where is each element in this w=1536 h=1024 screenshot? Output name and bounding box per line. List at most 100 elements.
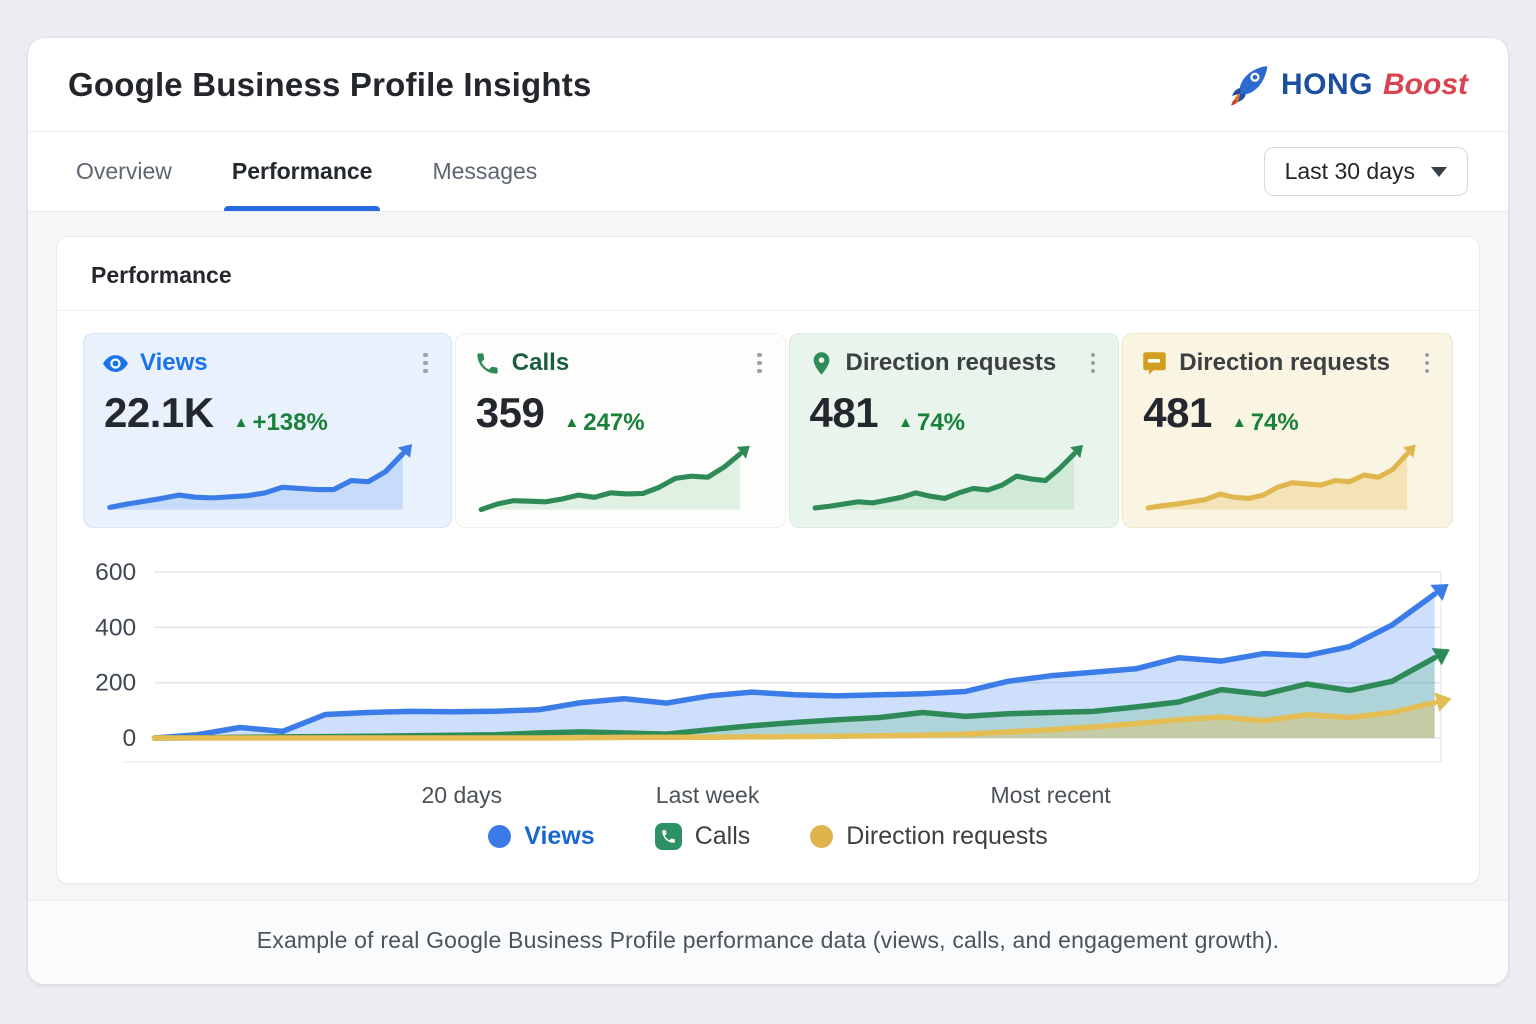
stat-value: 359 [475,389,545,436]
stat-delta: ▲ 247% [564,409,644,437]
stat-delta: ▲ 74% [898,409,965,437]
stat-card-header: Views [102,349,433,377]
legend-item-calls: Calls [654,822,751,851]
main-chart: 600 400 200 0 20 days Last week Most recent V… [57,544,1479,883]
sparkline-direction-requests [812,444,1083,511]
stat-card-views: Views 22.1K ▲ +138% [83,333,452,528]
y-tick-label: 0 [122,725,136,752]
calls-area [154,657,1435,738]
content-area: Performance Views 22.1K ▲ +138% Calls 359 ▲ 247… [28,212,1508,900]
direction-requests-spark-area [814,453,1074,510]
stat-card-direction-requests: Direction requests 481 ▲ 74% [1122,333,1453,528]
calls-spark-arrow [736,445,750,459]
sparkline-calls [478,445,750,513]
views-spark-line [107,451,406,510]
stat-value-row: 359 ▲ 247% [476,389,767,437]
views-line [151,591,1438,741]
stat-delta: ▲ 74% [1232,409,1299,437]
calls-arrow [1431,648,1450,666]
more-options-icon[interactable] [752,350,767,377]
stat-card-header: Direction requests [808,349,1101,377]
stat-delta: ▲ +138% [234,409,328,437]
stat-value-row: 481 ▲ 74% [1143,389,1434,437]
chart-legend: Views Calls Direction requests [87,814,1449,879]
up-triangle-icon: ▲ [564,414,580,431]
more-options-icon[interactable] [1420,350,1435,377]
stat-value: 22.1K [104,389,214,436]
direction-requests-spark-area [1148,453,1408,510]
chevron-down-icon [1431,166,1447,177]
tab-messages[interactable]: Messages [430,132,539,211]
more-options-icon[interactable] [1086,350,1101,377]
brand-name-primary: HONG [1281,67,1373,101]
stat-card-label: Direction requests [845,349,1057,376]
calls-spark-line [478,451,743,513]
stat-delta-value: 74% [1250,408,1299,436]
y-tick-label: 600 [95,559,136,586]
stat-value: 481 [1143,389,1212,436]
x-axis-label-last-week: Last week [655,782,760,808]
date-range-select[interactable]: Last 30 days [1263,147,1468,196]
stat-card-header: Direction requests [1141,349,1434,377]
footer-caption: Example of real Google Business Profile … [256,927,1280,953]
up-triangle-icon: ▲ [1231,414,1247,431]
tab-performance[interactable]: Performance [223,132,381,211]
sparkline-views [107,444,413,510]
direction-requests-arrow [1434,692,1452,712]
date-range-value: Last 30 days [1284,158,1415,184]
phone-chip-icon [654,823,682,850]
x-axis-label-20-days: 20 days [421,782,503,808]
stat-delta-value: 74% [916,408,966,436]
tab-overview[interactable]: Overview [74,132,174,211]
stat-card-label: Calls [511,349,570,376]
panel-header: Performance [57,237,1479,311]
views-arrow [1430,583,1449,601]
stat-card-label: Direction requests [1179,349,1390,376]
views-spark-arrow [397,444,413,458]
direction-requests-spark-arrow [1069,444,1083,459]
page-title: Google Business Profile Insights [68,65,592,103]
eye-icon [102,350,129,377]
more-options-icon[interactable] [418,350,433,377]
phone-icon [474,350,501,377]
stat-delta-value: +138% [252,408,328,436]
legend-item-views: Views [488,822,595,851]
stat-card-calls: Calls 359 ▲ 247% [454,333,786,528]
stat-value: 481 [809,389,879,436]
pin-icon [808,350,835,377]
up-triangle-icon: ▲ [898,414,913,431]
y-tick-label: 200 [95,670,136,697]
direction-requests-spark-line [812,451,1077,511]
chat-icon [1141,350,1168,377]
y-tick-label: 400 [95,615,136,642]
legend-item-direction-requests: Direction requests [810,822,1048,851]
app-window: Google Business Profile Insights HONG Bo… [28,38,1508,984]
x-axis-labels: 20 days Last week Most recent [87,774,1449,814]
direction-requests-area [154,702,1435,738]
footer-caption-bar: Example of real Google Business Profile … [28,900,1508,984]
stat-value-row: 22.1K ▲ +138% [104,389,433,437]
performance-panel: Performance Views 22.1K ▲ +138% Calls 359 ▲ 247… [56,236,1480,884]
up-triangle-icon: ▲ [233,414,249,431]
performance-area-chart: 600 400 200 0 [95,559,1452,763]
calls-spark-area [480,453,740,510]
x-axis-label-most-recent: Most recent [990,782,1111,808]
stat-value-row: 481 ▲ 74% [810,389,1101,437]
legend-label: Views [524,822,595,850]
tabs: Overview Performance Messages [74,132,595,211]
tab-bar: Overview Performance Messages Last 30 da… [28,132,1508,212]
brand-name-accent: Boost [1383,67,1468,101]
stat-card-label: Views [140,349,208,376]
stat-card-row: Views 22.1K ▲ +138% Calls 359 ▲ 247% Direction r… [57,311,1479,544]
legend-dot-icon [488,825,512,848]
views-area [154,594,1435,738]
legend-label: Calls [694,822,751,850]
legend-label: Direction requests [846,822,1048,850]
brand-logo: HONG Boost [1227,63,1468,107]
stat-delta-value: 247% [583,408,645,436]
views-spark-area [110,453,403,510]
direction-requests-spark-line [1145,451,1410,511]
legend-dot-icon [810,825,834,848]
sparkline-direction-requests [1145,444,1417,511]
